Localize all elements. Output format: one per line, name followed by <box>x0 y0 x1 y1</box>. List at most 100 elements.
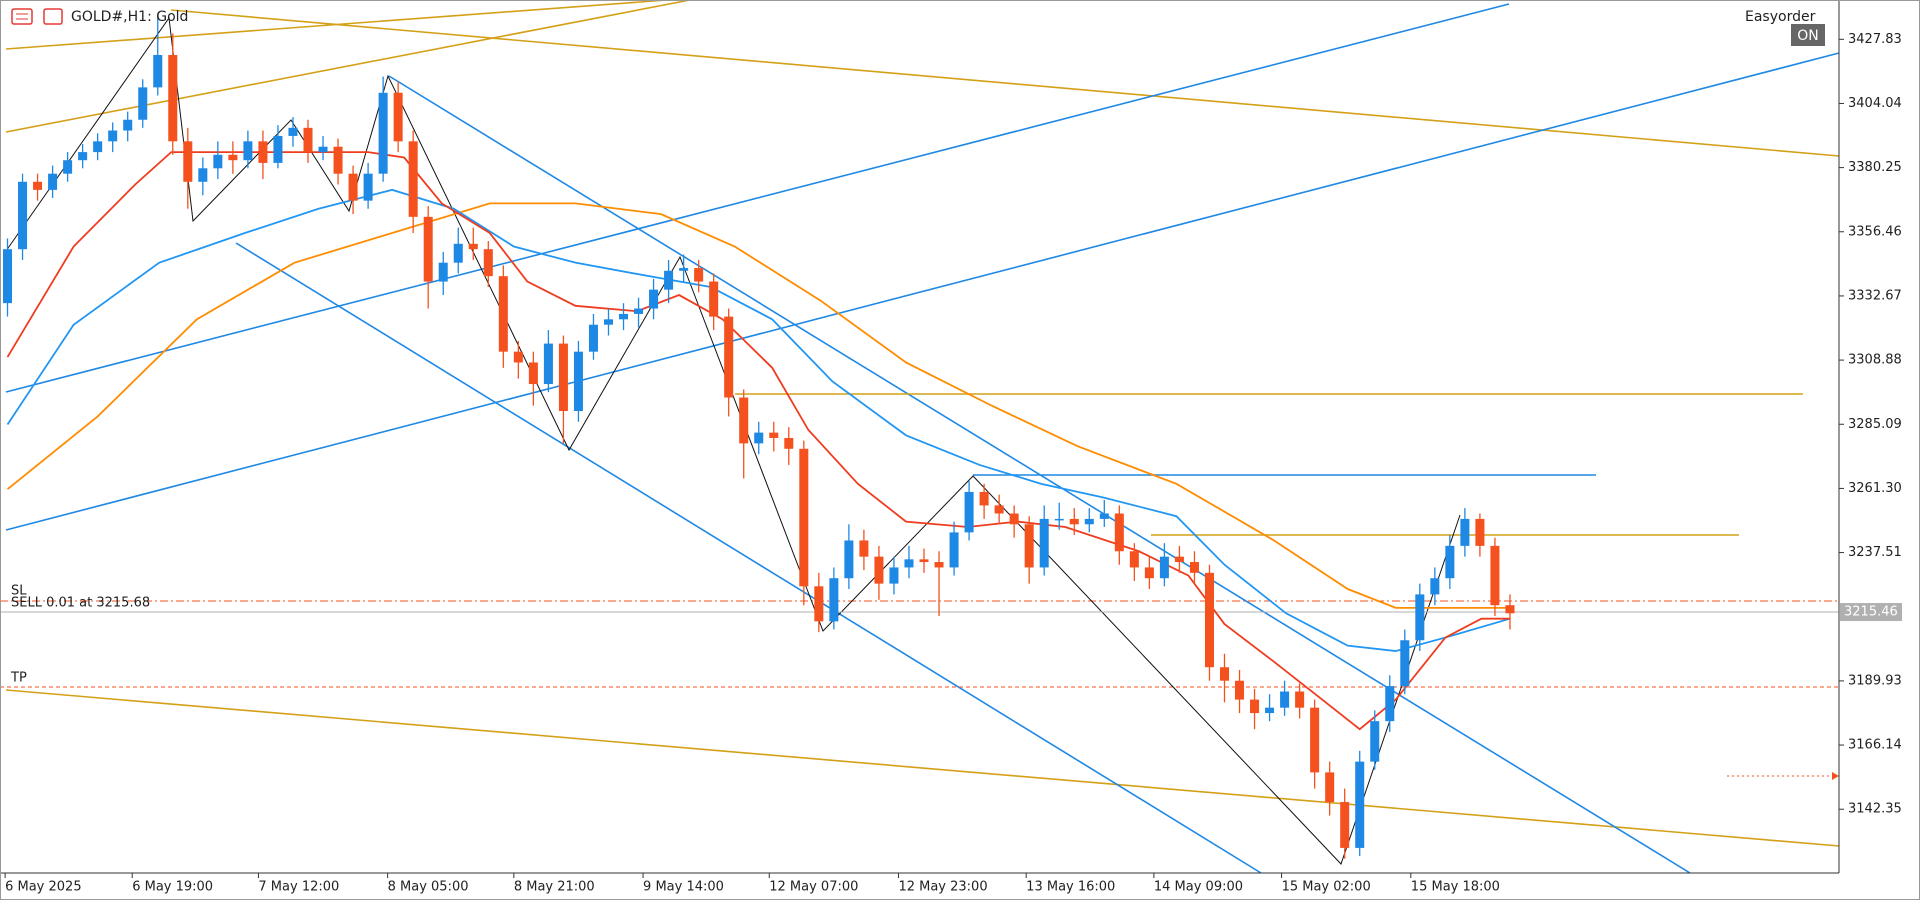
candle-body <box>288 127 298 136</box>
candle-body <box>1189 562 1199 573</box>
candle-body <box>904 559 914 568</box>
y-tick-label: 3427.83 <box>1848 32 1902 47</box>
candle-body <box>33 181 43 190</box>
candle-body <box>1129 551 1139 568</box>
candle-body <box>168 55 178 142</box>
plot <box>3 14 1515 859</box>
candle-body <box>739 397 749 444</box>
header: GOLD#,H1: Gold Easyorder ON SL SELL 0.01… <box>10 8 1825 686</box>
x-tick-label: 15 May 18:00 <box>1411 880 1500 895</box>
symbol-icon[interactable] <box>43 8 63 25</box>
candle-body <box>1114 513 1124 552</box>
candle-body <box>318 146 328 153</box>
order-arrow-head <box>1832 772 1839 780</box>
candle-body <box>1310 707 1320 773</box>
candle-body <box>1024 524 1034 568</box>
candle-body <box>634 308 644 314</box>
candle-body <box>543 343 553 385</box>
y-tick-label: 3308.88 <box>1848 353 1902 368</box>
candle-body <box>78 152 88 161</box>
candle-body <box>784 437 794 449</box>
candle-body <box>619 313 629 320</box>
trend-line <box>170 9 1840 157</box>
trend-lines <box>0 0 1840 874</box>
candle-body <box>964 491 974 533</box>
x-tick-label: 12 May 07:00 <box>769 880 858 895</box>
candle-body <box>1475 518 1485 546</box>
candle-body <box>48 173 58 190</box>
candle-body <box>378 92 388 174</box>
candle-body <box>483 249 493 277</box>
menu-icon[interactable] <box>11 8 33 25</box>
candle-body <box>769 432 779 438</box>
candle-body <box>213 154 223 169</box>
candle-body <box>1174 556 1184 563</box>
candle-body <box>588 324 598 352</box>
candle-body <box>1099 513 1109 519</box>
candle-body <box>63 160 73 174</box>
x-tick-label: 6 May 19:00 <box>132 880 213 895</box>
trend-line <box>235 242 1262 874</box>
candle-body <box>1219 667 1230 681</box>
candle-body <box>243 141 253 161</box>
candle-body <box>979 491 989 506</box>
candle-body <box>949 532 959 568</box>
trend-line <box>5 3 1510 393</box>
candle-body <box>453 243 463 263</box>
candle-body <box>1084 518 1094 525</box>
y-tick-label: 3380.25 <box>1848 160 1902 175</box>
candle-body <box>1400 640 1410 687</box>
candle-body <box>1325 772 1335 803</box>
candle-body <box>348 173 358 201</box>
y-tick-label: 3142.35 <box>1848 802 1902 817</box>
candle-body <box>799 448 809 587</box>
toggle-box[interactable] <box>1791 24 1825 46</box>
candle-body <box>1009 513 1019 525</box>
y-tick-label: 3356.46 <box>1848 224 1902 239</box>
candle-body <box>1370 721 1380 762</box>
y-tick-label: 3332.67 <box>1848 288 1902 303</box>
candle-body <box>528 362 538 385</box>
candle-body <box>919 559 929 563</box>
candle-body <box>1280 691 1290 708</box>
candle-body <box>153 55 163 88</box>
candle-body <box>603 319 613 325</box>
candle-body <box>123 119 133 131</box>
moving-average <box>6 188 1511 652</box>
candle-body <box>709 281 719 317</box>
candle-body <box>3 249 13 304</box>
candle-body <box>1385 686 1395 722</box>
candle-body <box>754 432 764 444</box>
y-tick-label: 3404.04 <box>1848 96 1902 111</box>
candle-body <box>1235 680 1245 700</box>
candle-body <box>363 173 373 201</box>
candle-body <box>1460 518 1470 546</box>
x-tick-label: 12 May 23:00 <box>898 880 987 895</box>
candle-body <box>1415 594 1425 641</box>
toggle-label[interactable]: ON <box>1797 28 1819 44</box>
y-tick-label: 3285.09 <box>1848 417 1902 432</box>
candle-body <box>468 243 478 250</box>
candle-body <box>1250 699 1260 714</box>
candle-body <box>694 268 704 282</box>
moving-average <box>6 202 1510 609</box>
candle-body <box>1265 707 1275 714</box>
candle-body <box>649 289 659 309</box>
y-tick-label: 3166.14 <box>1848 738 1902 753</box>
tp-label: TP <box>10 671 27 686</box>
candle-body <box>573 351 583 412</box>
candle-body <box>303 127 313 153</box>
x-tick-label: 7 May 12:00 <box>258 880 339 895</box>
y-tick-label: 3189.93 <box>1848 673 1902 688</box>
candle-body <box>1490 545 1500 606</box>
candle-body <box>814 586 824 622</box>
trend-line <box>5 689 1840 847</box>
candle-body <box>874 556 884 584</box>
candle-body <box>333 146 343 174</box>
candle-body <box>934 562 944 568</box>
candle-body <box>513 351 523 363</box>
candle-body <box>1054 518 1064 521</box>
candle-body <box>138 87 148 120</box>
